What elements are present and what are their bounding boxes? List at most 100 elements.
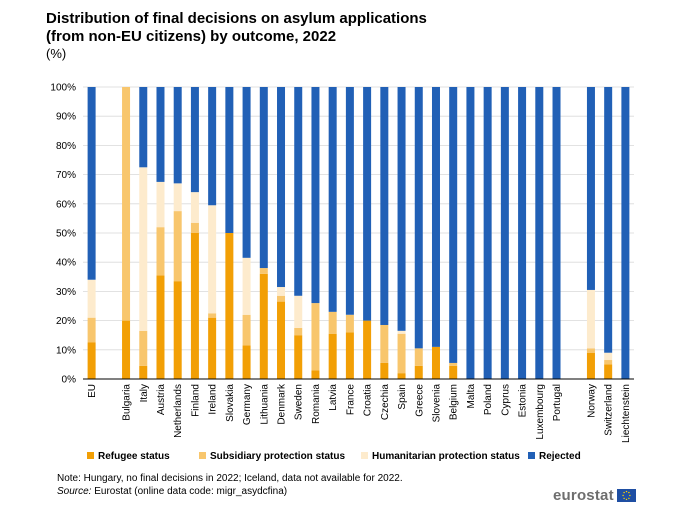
- bar-segment: [139, 365, 148, 379]
- bar-segment: [397, 373, 406, 379]
- chart-title-line-2: (from non-EU citizens) by outcome, 2022: [46, 28, 337, 45]
- chart-subtitle: (%): [46, 46, 67, 61]
- bar-segment: [431, 346, 440, 379]
- x-tick-label: Switzerland: [604, 384, 615, 436]
- bar-segment: [328, 333, 337, 379]
- bars: [87, 87, 630, 379]
- bar-segment: [208, 313, 217, 318]
- legend-swatch: [199, 452, 206, 459]
- bar-segment: [380, 87, 389, 325]
- bar-segment: [604, 352, 613, 361]
- x-tick-label: Portugal: [552, 384, 563, 421]
- x-tick-label: Greece: [414, 384, 425, 417]
- bar-segment: [397, 87, 406, 331]
- bar-segment: [190, 222, 199, 233]
- bar-segment: [311, 303, 320, 371]
- bar-segment: [604, 360, 613, 365]
- source-text: Eurostat (online data code: migr_asydcfi…: [94, 486, 288, 497]
- x-tick-label: EU: [87, 384, 98, 398]
- bar-segment: [380, 324, 389, 363]
- source-line: Source: Eurostat (online data code: migr…: [57, 485, 403, 498]
- bar-segment: [363, 87, 372, 321]
- bar-segment: [87, 342, 96, 379]
- x-tick-label: Malta: [466, 384, 477, 409]
- legend-swatch: [361, 452, 368, 459]
- x-tick-label: Czechia: [380, 384, 391, 421]
- source-label: Source:: [57, 486, 92, 497]
- y-tick-label: 20%: [56, 316, 76, 327]
- bar-segment: [604, 87, 613, 353]
- bar-segment: [345, 87, 354, 315]
- bar-segment: [259, 268, 268, 274]
- bar-segment: [190, 233, 199, 379]
- bar-segment: [156, 87, 165, 182]
- chart-title-line-1: Distribution of final decisions on asylu…: [46, 10, 427, 27]
- bar-segment: [483, 87, 492, 379]
- x-tick-label: Ireland: [208, 384, 219, 415]
- bar-segment: [190, 87, 199, 193]
- bar-segment: [363, 320, 372, 379]
- x-tick-label: Romania: [311, 384, 322, 424]
- bar-segment: [294, 327, 303, 336]
- legend-label: Rejected: [539, 451, 581, 462]
- bar-segment: [397, 333, 406, 374]
- legend-swatch: [87, 452, 94, 459]
- y-tick-label: 80%: [56, 141, 76, 152]
- y-tick-label: 90%: [56, 112, 76, 123]
- bar-segment: [414, 348, 423, 366]
- gridlines: [83, 86, 634, 351]
- bar-segment: [242, 345, 251, 379]
- bar-segment: [122, 320, 131, 379]
- bar-segment: [449, 365, 458, 379]
- bar-segment: [518, 87, 527, 379]
- bar-segment: [552, 87, 561, 379]
- bar-segment: [294, 295, 303, 328]
- bar-segment: [311, 87, 320, 304]
- bar-segment: [449, 362, 458, 366]
- legend-swatch: [528, 452, 535, 459]
- bar-segment: [87, 317, 96, 343]
- legend-label: Refugee status: [98, 451, 170, 462]
- bar-segment: [208, 87, 217, 206]
- eurostat-wordmark: eurostat: [553, 487, 614, 504]
- x-tick-label: Estonia: [518, 384, 529, 418]
- x-tick-label: Liechtenstein: [621, 384, 632, 443]
- bar-segment: [328, 87, 337, 312]
- stacked-bar-chart: 0% 10% 20% 30% 40% 50% 60% 70% 80% 90% 100% EU Bulg…: [50, 83, 634, 462]
- bar-segment: [500, 87, 509, 379]
- legend: Refugee status Subsidiary protection stat…: [87, 451, 581, 462]
- bar-segment: [621, 87, 630, 379]
- bar-segment: [139, 87, 148, 168]
- bar-segment: [414, 365, 423, 379]
- y-tick-label: 50%: [56, 229, 76, 240]
- x-tick-label: France: [345, 384, 356, 416]
- x-tick-label: Croatia: [363, 384, 374, 417]
- bar-segment: [397, 330, 406, 334]
- bar-segment: [208, 205, 217, 314]
- y-tick-label: 40%: [56, 258, 76, 269]
- bar-segment: [311, 370, 320, 379]
- bar-segment: [277, 287, 286, 296]
- bar-segment: [208, 317, 217, 379]
- bar-segment: [449, 87, 458, 363]
- y-axis-ticks: 0% 10% 20% 30% 40% 50% 60% 70% 80% 90% 100%: [50, 83, 76, 386]
- x-tick-label: Bulgaria: [122, 384, 133, 421]
- note-text: Note: Hungary, no final decisions in 202…: [57, 473, 403, 484]
- bar-segment: [242, 314, 251, 346]
- bar-segment: [139, 330, 148, 366]
- bar-segment: [294, 87, 303, 296]
- y-tick-label: 0%: [62, 375, 77, 386]
- bar-segment: [604, 364, 613, 379]
- bar-segment: [122, 87, 131, 321]
- bar-segment: [173, 211, 182, 282]
- y-tick-label: 70%: [56, 170, 76, 181]
- x-tick-label: Sweden: [294, 384, 305, 420]
- bar-segment: [173, 87, 182, 184]
- x-tick-label: Cyprus: [500, 384, 511, 416]
- y-tick-label: 10%: [56, 345, 76, 356]
- y-tick-label: 100%: [50, 83, 76, 94]
- bar-segment: [277, 301, 286, 379]
- bar-segment: [87, 279, 96, 318]
- bar-segment: [242, 87, 251, 258]
- bar-segment: [380, 362, 389, 379]
